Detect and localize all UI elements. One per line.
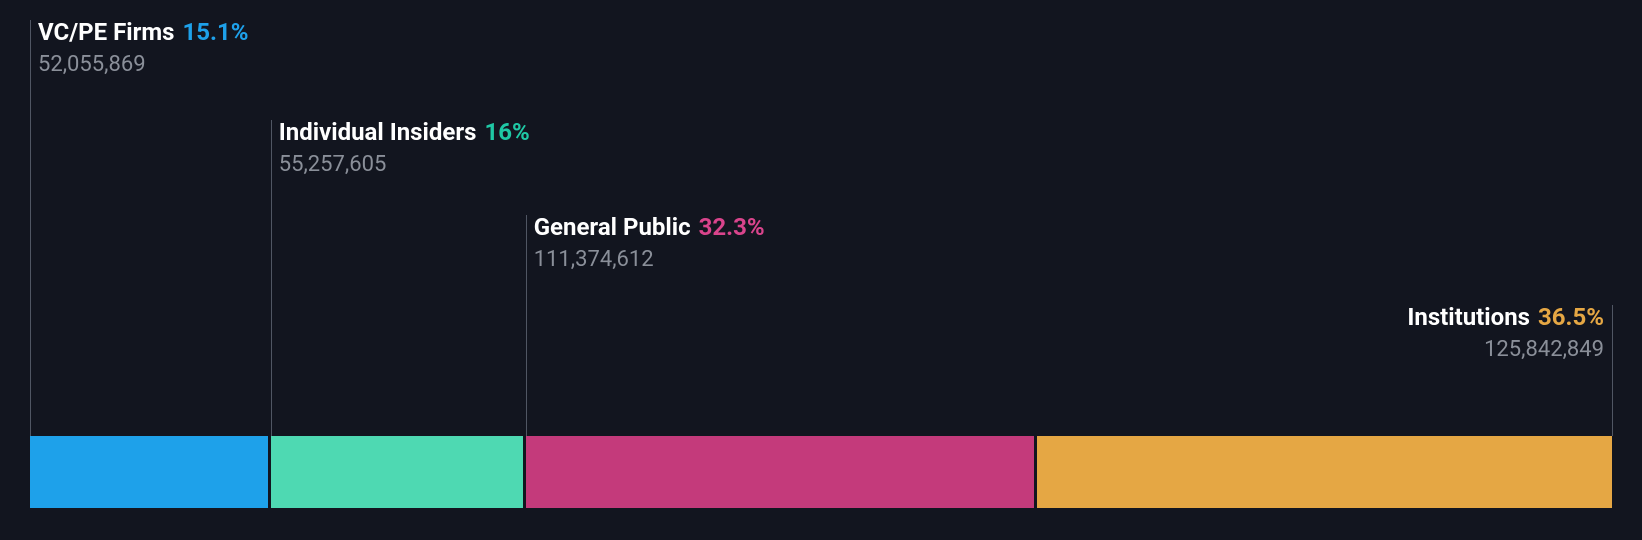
segment-percent: 32.3% [699, 213, 765, 241]
segment-percent: 36.5% [1538, 303, 1604, 331]
leader-general-public [526, 215, 527, 436]
stacked-bar-track [30, 436, 1612, 508]
segment-name: VC/PE Firms [38, 18, 175, 46]
segment-count: 55,257,605 [279, 152, 530, 177]
segment-percent: 16% [484, 118, 529, 146]
bar-segment-general-public [526, 436, 1035, 508]
label-institutions: Institutions 36.5% 125,842,849 [1407, 303, 1604, 362]
segment-name: General Public [534, 213, 691, 241]
leader-individual-insiders [271, 120, 272, 436]
leader-institutions [1612, 305, 1613, 436]
segment-count: 52,055,869 [38, 52, 249, 77]
segment-name: Individual Insiders [279, 118, 477, 146]
segment-count: 125,842,849 [1407, 337, 1604, 362]
label-vc-pe: VC/PE Firms 15.1% 52,055,869 [38, 18, 249, 77]
label-individual-insiders: Individual Insiders16% 55,257,605 [279, 118, 530, 177]
segment-count: 111,374,612 [534, 247, 765, 272]
label-general-public: General Public 32.3% 111,374,612 [534, 213, 765, 272]
segment-name: Institutions [1407, 303, 1530, 331]
bar-segment-institutions [1037, 436, 1612, 508]
bar-segment-vc-pe [30, 436, 268, 508]
segment-percent: 15.1% [183, 18, 249, 46]
ownership-breakdown-chart: VC/PE Firms 15.1% 52,055,869 Individual Ins… [0, 0, 1642, 540]
leader-vc-pe [30, 20, 31, 436]
bar-segment-individual-insiders [271, 436, 523, 508]
